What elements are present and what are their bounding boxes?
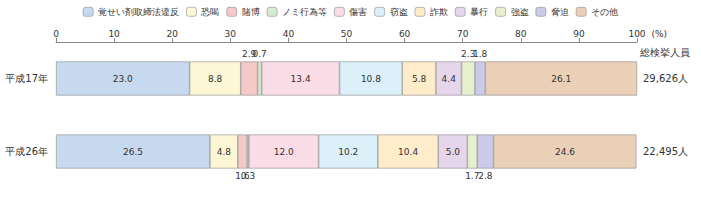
svg-text:脅迫: 脅迫: [551, 7, 569, 17]
svg-text:2.8: 2.8: [478, 171, 493, 181]
svg-text:強盗: 強盗: [511, 7, 529, 17]
svg-text:4.4: 4.4: [442, 74, 457, 84]
svg-text:10.2: 10.2: [338, 147, 358, 157]
svg-text:2.3: 2.3: [461, 49, 476, 59]
svg-text:その他: その他: [591, 7, 618, 17]
svg-text:1.7: 1.7: [465, 171, 480, 181]
svg-text:60: 60: [399, 29, 411, 39]
svg-text:平成26年: 平成26年: [5, 146, 48, 157]
svg-text:0.7: 0.7: [252, 49, 266, 59]
svg-text:4.8: 4.8: [217, 147, 232, 157]
svg-text:暴行: 暴行: [470, 7, 488, 17]
svg-text:24.6: 24.6: [555, 147, 575, 157]
svg-text:0: 0: [53, 29, 59, 39]
svg-text:1.8: 1.8: [473, 49, 488, 59]
svg-text:5.8: 5.8: [412, 74, 427, 84]
svg-text:(%): (%): [651, 29, 667, 39]
svg-text:26.5: 26.5: [123, 147, 143, 157]
svg-text:80: 80: [515, 29, 527, 39]
svg-text:90: 90: [573, 29, 585, 39]
svg-text:20: 20: [166, 29, 178, 39]
svg-text:30: 30: [225, 29, 237, 39]
svg-text:10: 10: [108, 29, 120, 39]
svg-text:12.0: 12.0: [274, 147, 294, 157]
svg-text:29,626人: 29,626人: [643, 73, 688, 84]
svg-text:窃盗: 窃盗: [390, 7, 408, 17]
svg-text:100: 100: [628, 29, 645, 39]
svg-text:10.4: 10.4: [398, 147, 418, 157]
svg-text:総検挙人員: 総検挙人員: [639, 47, 690, 58]
svg-text:5.0: 5.0: [446, 147, 461, 157]
svg-text:23.0: 23.0: [113, 74, 133, 84]
svg-text:8.8: 8.8: [208, 74, 223, 84]
svg-text:覚せい剤取締法違反: 覚せい剤取締法違反: [98, 7, 179, 17]
svg-text:22,495人: 22,495人: [643, 146, 688, 157]
svg-text:70: 70: [457, 29, 469, 39]
svg-text:賭博: 賭博: [242, 7, 260, 17]
svg-text:平成17年: 平成17年: [5, 73, 48, 84]
svg-text:10.8: 10.8: [361, 74, 381, 84]
svg-text:詐欺: 詐欺: [430, 7, 448, 17]
svg-text:2.9: 2.9: [242, 49, 257, 59]
svg-text:50: 50: [341, 29, 353, 39]
svg-text:恐喝: 恐喝: [200, 7, 219, 17]
svg-text:40: 40: [283, 29, 295, 39]
svg-text:13.4: 13.4: [291, 74, 311, 84]
svg-text:傷害: 傷害: [349, 7, 367, 17]
svg-text:ノミ行為等: ノミ行為等: [282, 7, 327, 17]
svg-text:0.3: 0.3: [241, 171, 255, 181]
svg-text:26.1: 26.1: [551, 74, 571, 84]
